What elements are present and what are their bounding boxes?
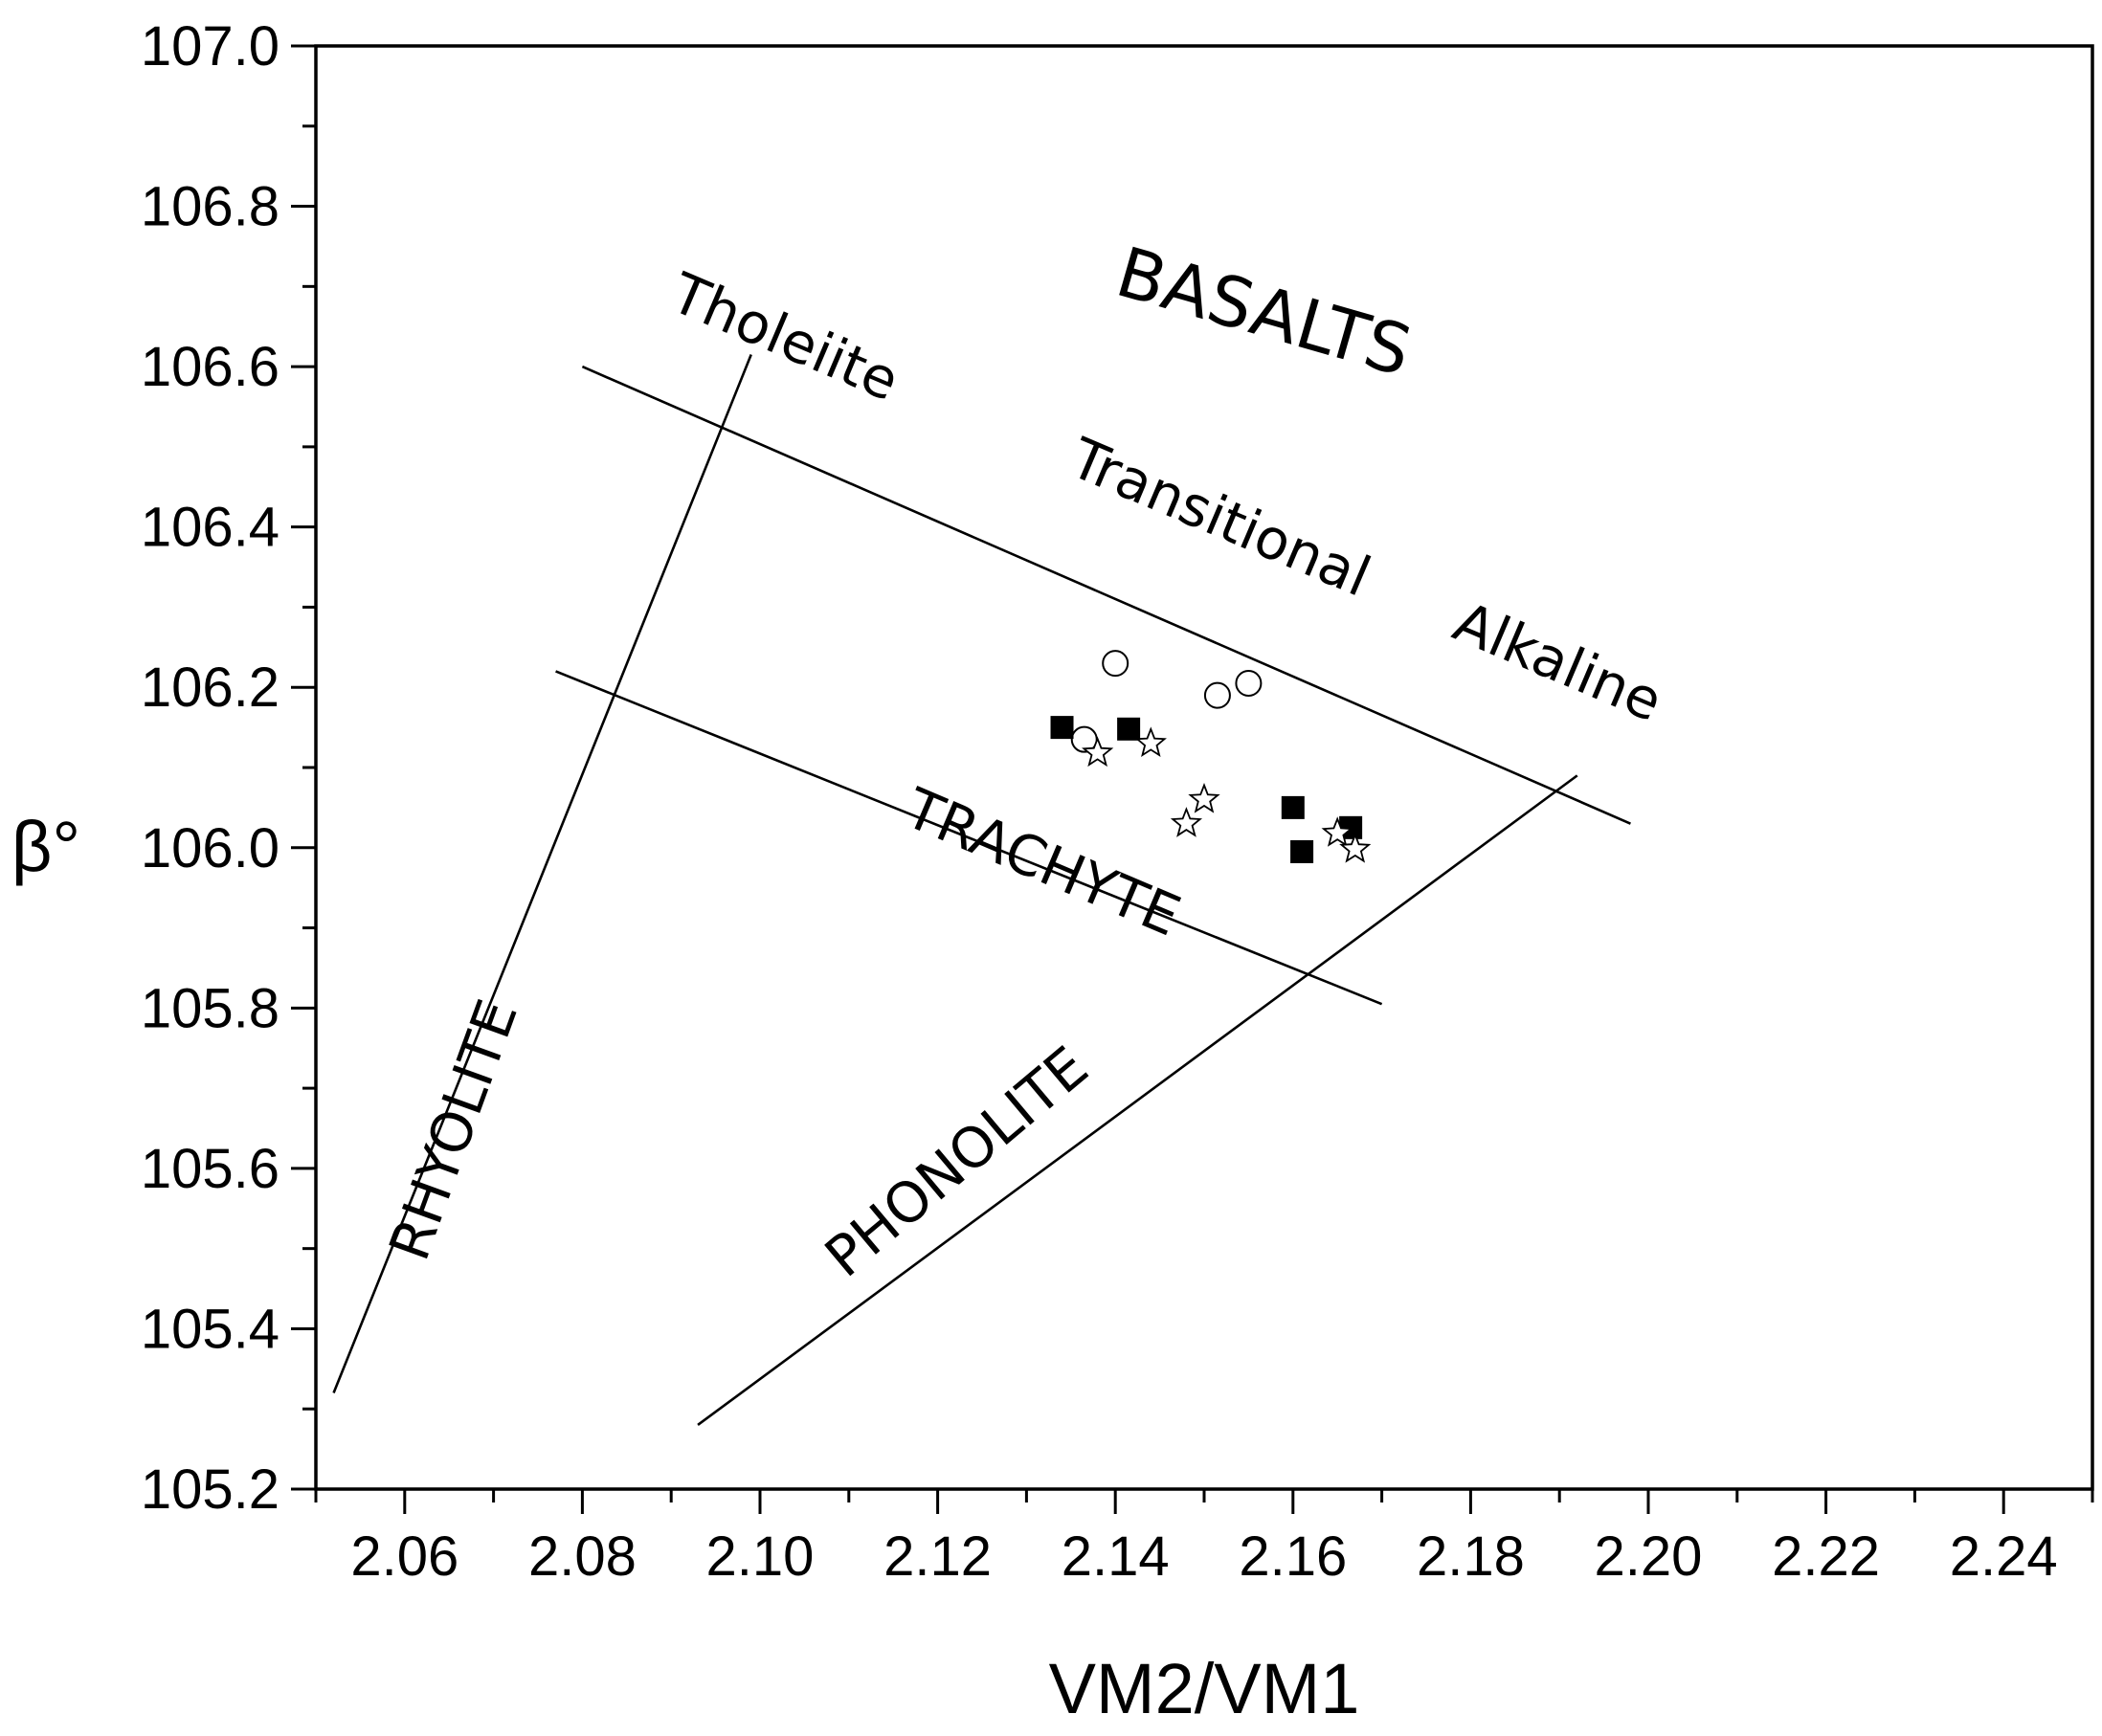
open-star-point (1082, 736, 1114, 768)
y-tick-label: 105.8 (141, 977, 280, 1039)
middle-trachyte-line (555, 670, 1383, 1006)
axis-tick-labels: 2.06 2.08 2.10 2.12 2.14 2.16 2.18 2.20 2.22 2.24… (141, 15, 2058, 1588)
label-tholeiite: Tholeiite (661, 260, 908, 414)
x-tick-label: 2.06 (350, 1525, 458, 1588)
open-star-point (1188, 783, 1220, 813)
label-transitional: Transitional (1061, 425, 1379, 610)
y-tick-label: 105.2 (141, 1458, 280, 1521)
label-phonolite: PHONOLITE (813, 1034, 1100, 1289)
y-tick-label: 106.4 (141, 497, 280, 559)
y-tick-label: 105.4 (141, 1298, 280, 1360)
open-star-point (1134, 726, 1167, 757)
data-points (1050, 650, 1372, 863)
y-tick-label: 105.6 (141, 1138, 280, 1200)
open-star-point (1321, 816, 1353, 847)
region-boundaries (332, 354, 1631, 1427)
x-tick-label: 2.18 (1417, 1525, 1525, 1588)
plot-frame (314, 44, 2094, 1491)
y-tick-label: 107.0 (141, 15, 280, 78)
x-tick-label: 2.20 (1595, 1525, 1703, 1588)
x-tick-label: 2.12 (883, 1525, 992, 1588)
label-alkaline: Alkaline (1444, 589, 1671, 734)
label-trachyte: TRACHYTE (896, 775, 1190, 949)
open-star-point (1170, 807, 1203, 837)
phonolite-line (697, 774, 1578, 1427)
x-tick-label: 2.10 (706, 1525, 815, 1588)
label-rhyolite: RHYOLITE (376, 991, 530, 1268)
open-circle-point (1235, 670, 1263, 698)
y-axis-title: β° (11, 807, 80, 886)
x-tick-label: 2.08 (528, 1525, 637, 1588)
y-tick-label: 106.0 (141, 817, 280, 879)
x-axis-title: VM2/VM1 (1049, 1649, 1360, 1728)
y-tick-label: 106.6 (141, 336, 280, 398)
upper-transitional-line (581, 365, 1631, 825)
open-circle-point (1203, 681, 1231, 709)
axis-ticks (291, 44, 2094, 1514)
open-star-point (1339, 833, 1372, 863)
tholeiite-line (332, 354, 752, 1393)
label-basalts: BASALTS (1108, 232, 1420, 392)
y-tick-label: 106.2 (141, 657, 280, 719)
filled-square-point (1281, 795, 1305, 819)
x-tick-label: 2.22 (1772, 1525, 1880, 1588)
filled-square-point (1117, 717, 1141, 741)
filled-square-point (1290, 839, 1314, 863)
y-tick-label: 106.8 (141, 176, 280, 238)
x-tick-label: 2.24 (1950, 1525, 2058, 1588)
x-tick-label: 2.16 (1239, 1525, 1347, 1588)
filled-square-point (1050, 716, 1074, 740)
open-circle-point (1102, 650, 1129, 678)
x-tick-label: 2.14 (1062, 1525, 1170, 1588)
region-labels: BASALTS Tholeiite Transitional Alkaline TRAC… (376, 232, 1671, 1290)
